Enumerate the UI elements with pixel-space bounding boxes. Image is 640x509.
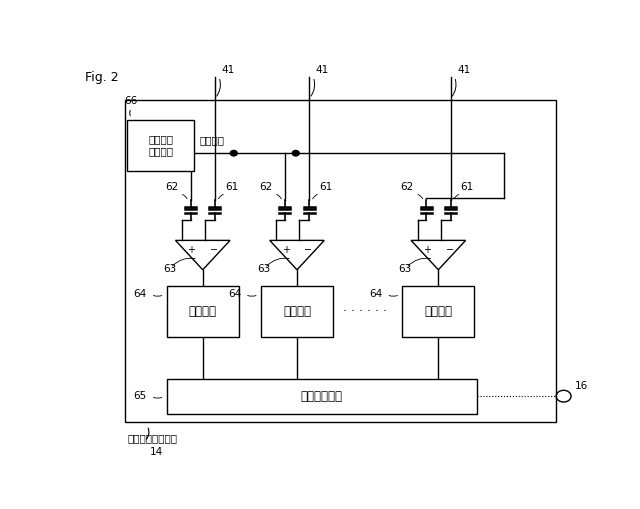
Text: 64: 64 <box>369 289 383 299</box>
Text: カウンタ: カウンタ <box>189 305 217 319</box>
Bar <box>261 287 333 337</box>
Text: +: + <box>282 245 289 255</box>
Text: データ保持部: データ保持部 <box>301 390 343 403</box>
Text: カウンタ: カウンタ <box>283 305 311 319</box>
Text: カウンタ: カウンタ <box>424 305 452 319</box>
Text: 61: 61 <box>460 182 474 192</box>
Circle shape <box>292 151 300 156</box>
Circle shape <box>230 151 237 156</box>
Text: 参照信号
生成回路: 参照信号 生成回路 <box>148 134 173 156</box>
Text: 64: 64 <box>228 289 241 299</box>
Text: 41: 41 <box>457 65 470 75</box>
Text: +: + <box>423 245 431 255</box>
Text: 62: 62 <box>401 182 414 192</box>
Bar <box>127 120 194 171</box>
Text: −: − <box>445 245 454 255</box>
Text: 41: 41 <box>316 65 329 75</box>
Bar <box>403 287 474 337</box>
Text: 63: 63 <box>257 264 271 274</box>
Text: カラム信号処理部: カラム信号処理部 <box>127 434 177 443</box>
Text: 61: 61 <box>319 182 332 192</box>
Text: 61: 61 <box>225 182 238 192</box>
Text: 16: 16 <box>575 381 588 391</box>
Text: 64: 64 <box>134 289 147 299</box>
Text: +: + <box>188 245 195 255</box>
Text: 参照信号: 参照信号 <box>199 135 224 146</box>
Text: 62: 62 <box>259 182 273 192</box>
Bar <box>167 379 477 414</box>
Text: · · · · · ·: · · · · · · <box>343 305 387 319</box>
Bar <box>167 287 239 337</box>
Text: 62: 62 <box>165 182 178 192</box>
Text: 65: 65 <box>134 391 147 401</box>
Text: 63: 63 <box>163 264 177 274</box>
Text: 41: 41 <box>221 65 235 75</box>
Text: 63: 63 <box>399 264 412 274</box>
Text: −: − <box>210 245 218 255</box>
Bar <box>125 100 556 421</box>
Text: Fig. 2: Fig. 2 <box>85 71 118 84</box>
Text: 14: 14 <box>150 447 163 457</box>
Text: 66: 66 <box>125 96 138 106</box>
Text: −: − <box>305 245 312 255</box>
